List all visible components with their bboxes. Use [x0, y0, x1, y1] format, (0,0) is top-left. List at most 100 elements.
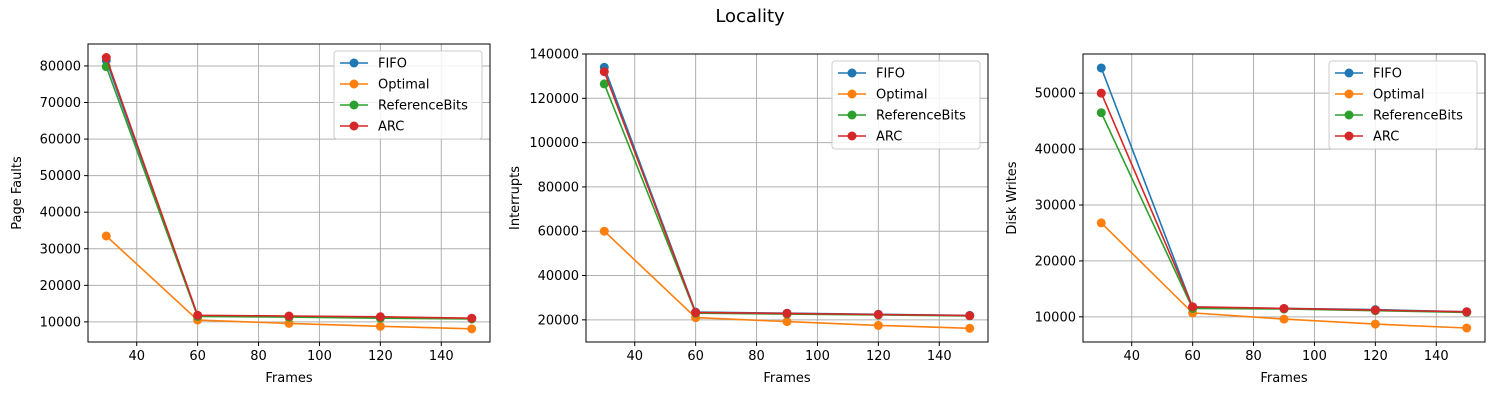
legend-marker [847, 110, 857, 120]
data-point [1462, 323, 1472, 333]
series-arc [599, 67, 975, 321]
x-tick-label: 80 [748, 349, 765, 364]
legend-marker [349, 100, 359, 110]
y-tick-label: 50000 [40, 169, 81, 184]
y-axis-label: Page Faults [10, 156, 25, 230]
plot-frame [87, 43, 491, 343]
legend-label: ReferenceBits [876, 109, 966, 124]
plot-frame [585, 53, 989, 343]
data-point [1188, 302, 1198, 312]
data-point [782, 317, 792, 327]
data-point [1279, 303, 1289, 313]
data-point [1370, 319, 1380, 329]
legend-label: FIFO [1373, 67, 1402, 82]
y-tick-label: 80000 [538, 180, 579, 195]
data-point [284, 318, 294, 328]
legend-box [831, 60, 981, 150]
plot-frame [1082, 53, 1486, 343]
x-tick-label: 100 [1302, 349, 1327, 364]
legend-label: ARC [1373, 130, 1399, 145]
x-tick-label: 60 [1184, 349, 1201, 364]
data-point [284, 311, 294, 321]
x-tick-label: 140 [1424, 349, 1449, 364]
y-tick-label: 20000 [40, 279, 81, 294]
y-tick-label: 10000 [1035, 310, 1076, 325]
y-tick-label: 100000 [529, 136, 579, 151]
x-tick-label: 60 [189, 349, 206, 364]
x-tick-label: 120 [1363, 349, 1388, 364]
x-tick-label: 80 [1245, 349, 1262, 364]
legend-marker [349, 58, 359, 68]
legend-marker [847, 89, 857, 99]
legend: FIFO Optimal ReferenceBits ARC [1328, 60, 1478, 150]
legend-marker [1344, 89, 1354, 99]
x-axis-label: Frames [265, 371, 313, 386]
data-point [1096, 218, 1106, 228]
legend-label: ReferenceBits [1373, 109, 1463, 124]
data-point [782, 308, 792, 318]
legend: FIFO Optimal ReferenceBits ARC [333, 50, 483, 140]
y-tick-label: 60000 [538, 225, 579, 240]
data-point [1370, 305, 1380, 315]
data-point [1096, 88, 1106, 98]
legend-marker [1344, 68, 1354, 78]
series-arc [101, 53, 477, 323]
y-tick-label: 40000 [40, 206, 81, 221]
series-arc [1096, 88, 1472, 317]
subplot-1: 40 60 80 100 120 140 10000 20000 30000 40000 50000… [10, 43, 491, 386]
y-tick-label: 30000 [40, 242, 81, 257]
legend-label: ReferenceBits [378, 99, 468, 114]
y-tick-label: 140000 [529, 48, 579, 63]
data-point [873, 320, 883, 330]
x-tick-label: 60 [687, 349, 704, 364]
x-tick-label: 100 [307, 349, 332, 364]
legend-label: Optimal [876, 88, 927, 103]
data-point [599, 67, 609, 77]
legend-marker [349, 79, 359, 89]
x-tick-label: 120 [368, 349, 393, 364]
legend-marker [1344, 131, 1354, 141]
legend-box [333, 50, 483, 140]
y-tick-label: 60000 [40, 133, 81, 148]
legend-label: Optimal [378, 78, 429, 93]
legend-label: FIFO [378, 57, 407, 72]
legend-marker [847, 68, 857, 78]
legend-box [1328, 60, 1478, 150]
data-point [375, 312, 385, 322]
y-tick-label: 50000 [1035, 87, 1076, 102]
x-tick-label: 100 [805, 349, 830, 364]
y-tick-label: 70000 [40, 96, 81, 111]
data-point [101, 231, 111, 241]
data-point [873, 310, 883, 320]
y-tick-label: 40000 [1035, 143, 1076, 158]
data-point [1279, 314, 1289, 324]
data-point [965, 311, 975, 321]
legend-label: ARC [876, 130, 902, 145]
data-point [193, 310, 203, 320]
x-tick-label: 120 [866, 349, 891, 364]
legend: FIFO Optimal ReferenceBits ARC [831, 60, 981, 150]
subplots: 40 60 80 100 120 140 10000 20000 30000 40000 50000… [10, 43, 1486, 386]
series-optimal [1096, 218, 1472, 333]
y-tick-label: 10000 [40, 315, 81, 330]
y-tick-label: 40000 [538, 269, 579, 284]
subplot-2: 40 60 80 100 120 140 20000 40000 60000 80000 10000… [508, 48, 989, 386]
y-tick-label: 120000 [529, 92, 579, 107]
data-point [1096, 108, 1106, 118]
x-axis-label: Frames [1260, 371, 1308, 386]
x-tick-label: 40 [626, 349, 643, 364]
data-point [1462, 307, 1472, 317]
x-tick-label: 40 [1123, 349, 1140, 364]
legend-label: ARC [378, 120, 404, 135]
data-point [691, 308, 701, 318]
x-tick-label: 140 [927, 349, 952, 364]
y-tick-label: 20000 [1035, 254, 1076, 269]
legend-marker [349, 121, 359, 131]
y-tick-label: 30000 [1035, 198, 1076, 213]
data-point [965, 323, 975, 333]
legend-label: FIFO [876, 67, 905, 82]
data-point [467, 324, 477, 334]
y-axis-label: Disk Writes [1005, 161, 1020, 234]
legend-label: Optimal [1373, 88, 1424, 103]
data-point [599, 79, 609, 89]
